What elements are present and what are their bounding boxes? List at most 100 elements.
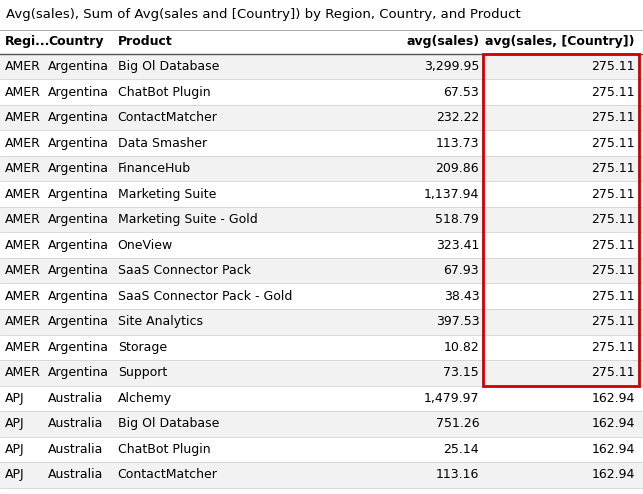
Text: Argentina: Argentina: [48, 86, 109, 99]
Text: Argentina: Argentina: [48, 162, 109, 175]
Text: 3,299.95: 3,299.95: [424, 60, 479, 73]
Text: AMER: AMER: [5, 162, 41, 175]
Text: Marketing Suite - Gold: Marketing Suite - Gold: [118, 213, 257, 226]
Text: AMER: AMER: [5, 213, 41, 226]
Text: Australia: Australia: [48, 417, 104, 430]
Text: 1,137.94: 1,137.94: [424, 188, 479, 201]
Text: ContactMatcher: ContactMatcher: [118, 111, 217, 124]
Text: 275.11: 275.11: [591, 60, 635, 73]
Text: 67.53: 67.53: [444, 86, 479, 99]
Text: Argentina: Argentina: [48, 239, 109, 252]
Text: Argentina: Argentina: [48, 341, 109, 354]
Bar: [0, 30, 643, 54]
Text: 25.14: 25.14: [444, 443, 479, 456]
Text: Data Smasher: Data Smasher: [118, 137, 207, 150]
Text: AMER: AMER: [5, 111, 41, 124]
Text: 1,479.97: 1,479.97: [424, 392, 479, 405]
Text: AMER: AMER: [5, 137, 41, 150]
Text: APJ: APJ: [5, 443, 25, 456]
Text: 73.15: 73.15: [444, 366, 479, 379]
Text: Product: Product: [118, 36, 172, 48]
Text: Argentina: Argentina: [48, 290, 109, 303]
Text: avg(sales): avg(sales): [406, 36, 479, 48]
Text: AMER: AMER: [5, 264, 41, 277]
Bar: [0, 411, 643, 437]
Text: Argentina: Argentina: [48, 213, 109, 226]
Text: Argentina: Argentina: [48, 137, 109, 150]
Text: AMER: AMER: [5, 60, 41, 73]
Bar: [0, 207, 643, 233]
Text: Big Ol Database: Big Ol Database: [118, 60, 219, 73]
Text: 275.11: 275.11: [591, 341, 635, 354]
Text: 209.86: 209.86: [435, 162, 479, 175]
Text: AMER: AMER: [5, 239, 41, 252]
Text: 275.11: 275.11: [591, 290, 635, 303]
Text: AMER: AMER: [5, 86, 41, 99]
Text: AMER: AMER: [5, 366, 41, 379]
Bar: [0, 360, 643, 385]
Text: ChatBot Plugin: ChatBot Plugin: [118, 443, 210, 456]
Text: Argentina: Argentina: [48, 315, 109, 328]
Text: 275.11: 275.11: [591, 137, 635, 150]
Bar: [0, 80, 643, 105]
Text: 275.11: 275.11: [591, 315, 635, 328]
Text: FinanceHub: FinanceHub: [118, 162, 191, 175]
Bar: [0, 181, 643, 207]
Text: Argentina: Argentina: [48, 60, 109, 73]
Text: Australia: Australia: [48, 468, 104, 481]
Text: 162.94: 162.94: [592, 392, 635, 405]
Bar: [0, 233, 643, 258]
Text: 275.11: 275.11: [591, 239, 635, 252]
Text: AMER: AMER: [5, 188, 41, 201]
Bar: [0, 54, 643, 80]
Text: SaaS Connector Pack - Gold: SaaS Connector Pack - Gold: [118, 290, 292, 303]
Bar: [0, 258, 643, 284]
Bar: [0, 334, 643, 360]
Text: 751.26: 751.26: [435, 417, 479, 430]
Text: 275.11: 275.11: [591, 86, 635, 99]
Text: 275.11: 275.11: [591, 111, 635, 124]
Text: Alchemy: Alchemy: [118, 392, 172, 405]
Text: APJ: APJ: [5, 392, 25, 405]
Bar: [0, 437, 643, 462]
Bar: [0, 488, 643, 494]
Text: Storage: Storage: [118, 341, 167, 354]
Text: 67.93: 67.93: [444, 264, 479, 277]
Bar: [0, 130, 643, 156]
Text: AMER: AMER: [5, 290, 41, 303]
Text: Australia: Australia: [48, 392, 104, 405]
Bar: [484, 54, 639, 385]
Bar: [0, 309, 643, 334]
Text: SaaS Connector Pack: SaaS Connector Pack: [118, 264, 251, 277]
Text: 113.16: 113.16: [436, 468, 479, 481]
Text: 232.22: 232.22: [436, 111, 479, 124]
Text: Avg(sales), Sum of Avg(sales and [Country]) by Region, Country, and Product: Avg(sales), Sum of Avg(sales and [Countr…: [6, 8, 521, 21]
Text: 518.79: 518.79: [435, 213, 479, 226]
Text: Australia: Australia: [48, 443, 104, 456]
Text: 275.11: 275.11: [591, 162, 635, 175]
Text: Site Analytics: Site Analytics: [118, 315, 203, 328]
Text: AMER: AMER: [5, 341, 41, 354]
Text: 275.11: 275.11: [591, 213, 635, 226]
Text: Argentina: Argentina: [48, 366, 109, 379]
Bar: [0, 105, 643, 130]
Text: 275.11: 275.11: [591, 264, 635, 277]
Bar: [0, 462, 643, 488]
Text: Argentina: Argentina: [48, 188, 109, 201]
Text: Regi...: Regi...: [5, 36, 51, 48]
Text: ContactMatcher: ContactMatcher: [118, 468, 217, 481]
Text: 162.94: 162.94: [592, 417, 635, 430]
Text: 323.41: 323.41: [436, 239, 479, 252]
Text: OneView: OneView: [118, 239, 173, 252]
Text: AMER: AMER: [5, 315, 41, 328]
Text: 275.11: 275.11: [591, 366, 635, 379]
Text: Argentina: Argentina: [48, 264, 109, 277]
Bar: [0, 385, 643, 411]
Bar: [0, 284, 643, 309]
Text: Country: Country: [48, 36, 104, 48]
Text: 162.94: 162.94: [592, 468, 635, 481]
Text: 113.73: 113.73: [436, 137, 479, 150]
Text: APJ: APJ: [5, 417, 25, 430]
Text: 38.43: 38.43: [444, 290, 479, 303]
Text: 275.11: 275.11: [591, 188, 635, 201]
